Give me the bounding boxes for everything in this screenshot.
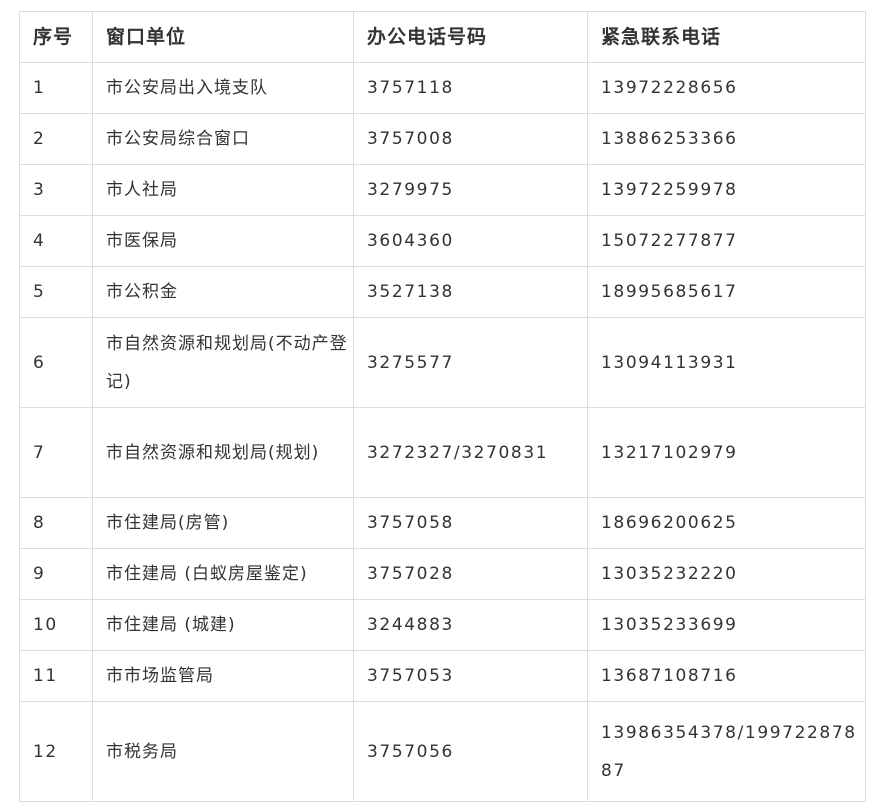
unit-name: 市人社局 <box>92 164 354 216</box>
table-row: 8 市住建局(房管) 3757058 18696200625 <box>19 497 866 549</box>
office-phone: 3604360 <box>353 215 588 267</box>
unit-name: 市自然资源和规划局(规划) <box>92 407 354 498</box>
table-row: 7 市自然资源和规划局(规划) 3272327/3270831 13217102979 <box>19 407 866 498</box>
table-row: 12 市税务局 3757056 13986354378/19972287887 <box>19 701 866 802</box>
emergency-phone: 18696200625 <box>587 497 866 549</box>
table-row: 1 市公安局出入境支队 3757118 13972228656 <box>19 62 866 114</box>
office-phone: 3757053 <box>353 650 588 702</box>
office-phone: 3757008 <box>353 113 588 165</box>
emergency-phone: 15072277877 <box>587 215 866 267</box>
table-row: 9 市住建局 (白蚁房屋鉴定) 3757028 13035232220 <box>19 548 866 600</box>
unit-name: 市自然资源和规划局(不动产登记) <box>92 317 354 408</box>
header-no: 序号 <box>19 11 93 63</box>
unit-name: 市公安局出入境支队 <box>92 62 354 114</box>
unit-name: 市公安局综合窗口 <box>92 113 354 165</box>
emergency-phone: 13886253366 <box>587 113 866 165</box>
unit-name: 市医保局 <box>92 215 354 267</box>
unit-name: 市住建局 (白蚁房屋鉴定) <box>92 548 354 600</box>
office-phone: 3244883 <box>353 599 588 651</box>
contact-table: 序号 窗口单位 办公电话号码 紧急联系电话 1 市公安局出入境支队 3757118 1… <box>19 11 866 802</box>
office-phone: 3279975 <box>353 164 588 216</box>
emergency-phone: 13687108716 <box>587 650 866 702</box>
row-number: 6 <box>19 317 93 408</box>
table-row: 2 市公安局综合窗口 3757008 13886253366 <box>19 113 866 165</box>
table-row: 11 市市场监管局 3757053 13687108716 <box>19 650 866 702</box>
header-row: 序号 窗口单位 办公电话号码 紧急联系电话 <box>19 11 866 63</box>
emergency-phone: 13986354378/19972287887 <box>587 701 866 802</box>
office-phone: 3757028 <box>353 548 588 600</box>
row-number: 1 <box>19 62 93 114</box>
office-phone: 3757118 <box>353 62 588 114</box>
row-number: 3 <box>19 164 93 216</box>
row-number: 7 <box>19 407 93 498</box>
header-office-phone: 办公电话号码 <box>353 11 588 63</box>
row-number: 11 <box>19 650 93 702</box>
unit-name: 市市场监管局 <box>92 650 354 702</box>
emergency-phone: 13972228656 <box>587 62 866 114</box>
table-row: 4 市医保局 3604360 15072277877 <box>19 215 866 267</box>
table-body: 1 市公安局出入境支队 3757118 13972228656 2 市公安局综合窗口 375… <box>19 62 866 802</box>
emergency-phone: 13094113931 <box>587 317 866 408</box>
row-number: 5 <box>19 266 93 318</box>
unit-name: 市公积金 <box>92 266 354 318</box>
table-row: 5 市公积金 3527138 18995685617 <box>19 266 866 318</box>
office-phone: 3757058 <box>353 497 588 549</box>
office-phone: 3527138 <box>353 266 588 318</box>
row-number: 12 <box>19 701 93 802</box>
row-number: 8 <box>19 497 93 549</box>
row-number: 4 <box>19 215 93 267</box>
emergency-phone: 18995685617 <box>587 266 866 318</box>
office-phone: 3272327/3270831 <box>353 407 588 498</box>
emergency-phone: 13035232220 <box>587 548 866 600</box>
emergency-phone: 13972259978 <box>587 164 866 216</box>
unit-name: 市税务局 <box>92 701 354 802</box>
unit-name: 市住建局(房管) <box>92 497 354 549</box>
row-number: 2 <box>19 113 93 165</box>
header-unit: 窗口单位 <box>92 11 354 63</box>
emergency-phone: 13035233699 <box>587 599 866 651</box>
table-row: 6 市自然资源和规划局(不动产登记) 3275577 13094113931 <box>19 317 866 408</box>
table-row: 3 市人社局 3279975 13972259978 <box>19 164 866 216</box>
office-phone: 3757056 <box>353 701 588 802</box>
header-emergency-phone: 紧急联系电话 <box>587 11 866 63</box>
emergency-phone: 13217102979 <box>587 407 866 498</box>
row-number: 9 <box>19 548 93 600</box>
row-number: 10 <box>19 599 93 651</box>
table-row: 10 市住建局 (城建) 3244883 13035233699 <box>19 599 866 651</box>
unit-name: 市住建局 (城建) <box>92 599 354 651</box>
office-phone: 3275577 <box>353 317 588 408</box>
